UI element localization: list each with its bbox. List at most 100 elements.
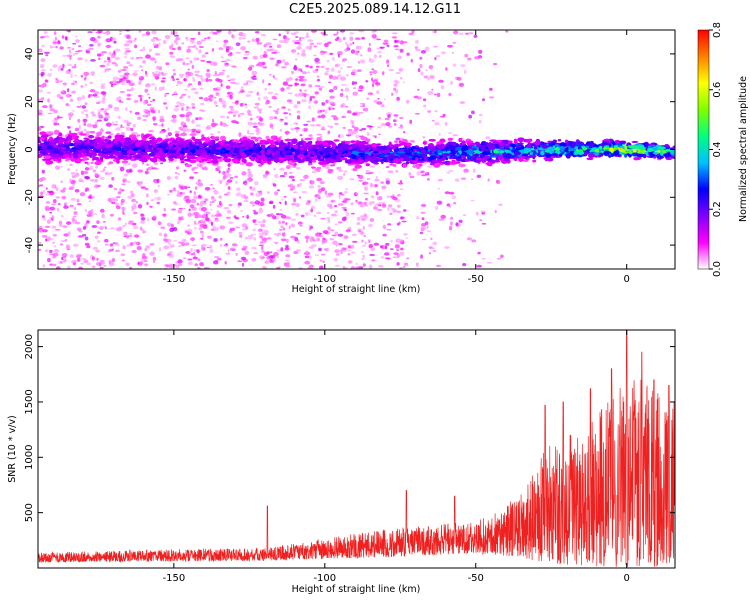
spectrogram-cell <box>421 174 427 177</box>
spectrogram-cell <box>159 118 165 123</box>
spectrogram-cell <box>191 106 196 109</box>
spectrogram-cell <box>309 42 315 45</box>
spectrogram-cell <box>222 122 227 127</box>
spectrogram-cell <box>94 39 98 44</box>
spectrogram-cell <box>327 226 331 231</box>
spectrogram-cell <box>165 134 169 138</box>
spectrogram-cell <box>341 116 346 118</box>
spectrogram-cell <box>586 157 594 161</box>
spectrogram-cell <box>137 204 143 209</box>
spectrogram-cell <box>124 56 127 59</box>
spectrogram-cell <box>350 251 356 254</box>
spectrogram-cell <box>420 211 426 214</box>
spectrogram-cell <box>44 249 49 253</box>
spectrogram-cell <box>234 175 239 179</box>
spectrogram-cell <box>504 139 509 145</box>
spectrogram-cell <box>395 169 399 173</box>
spectrogram-cell <box>258 64 264 68</box>
spectrogram-cell <box>296 39 302 42</box>
spectrogram-cell <box>334 205 338 208</box>
spectrogram-cell <box>279 128 283 132</box>
spectrogram-cell <box>311 30 317 33</box>
spectrogram-cell <box>242 33 247 37</box>
spectrogram-cell <box>173 40 178 43</box>
spectrogram-cell <box>149 157 157 162</box>
spectrogram-cell <box>187 258 193 261</box>
spectrogram-cell <box>127 234 133 238</box>
spectrogram-cell <box>47 237 52 241</box>
spectrogram-cell <box>463 168 469 173</box>
spectrogram-cell <box>445 67 448 71</box>
spectrogram-cell <box>206 161 212 164</box>
spectrogram-cell <box>189 133 197 137</box>
spectrogram-cell <box>117 115 121 120</box>
spectrogram-cell <box>347 128 353 132</box>
spectrogram-cell <box>371 83 375 88</box>
spectrogram-cell <box>162 39 167 45</box>
spectrogram-cell <box>460 64 466 68</box>
spectrogram-cell <box>112 37 117 41</box>
spectrogram-cell <box>276 255 280 259</box>
spectrogram-cell <box>151 167 157 170</box>
spectrogram-cell <box>84 167 90 171</box>
spectrogram-cell <box>169 55 175 58</box>
spectrogram-cell <box>274 173 279 179</box>
spectrogram-cell <box>408 172 412 176</box>
spectrogram-cell <box>247 109 251 115</box>
spectrogram-cell <box>284 30 291 33</box>
spectrogram-cell <box>39 131 47 136</box>
spectrogram-cell <box>169 51 174 55</box>
spectrogram-cell <box>229 227 236 231</box>
spectrogram-cell <box>75 35 78 38</box>
spectrogram-cell <box>371 70 378 74</box>
spectrogram-cell <box>349 178 355 181</box>
spectrogram-cell <box>226 170 230 174</box>
spectrogram-cell <box>348 131 354 136</box>
spectrogram-cell <box>216 159 224 162</box>
spectrogram-cell <box>43 217 46 221</box>
spectrogram-cell <box>436 141 443 145</box>
spectrogram-cell <box>270 135 277 140</box>
spectrogram-cell <box>201 233 205 238</box>
spectrogram-cell <box>268 105 272 109</box>
spectrogram-cell <box>208 32 213 34</box>
spectrogram-cell <box>163 102 167 105</box>
spectrogram-cell <box>115 63 118 67</box>
spectrogram-cell <box>125 76 130 79</box>
spectrogram-cell <box>169 45 174 50</box>
spectrogram-cell <box>132 137 138 141</box>
spectrogram-cell <box>330 199 336 203</box>
spectrogram-cell <box>113 50 116 55</box>
spectrogram-cell <box>92 169 97 173</box>
spectrogram-cell <box>193 44 197 49</box>
spectrogram-cell <box>181 121 184 126</box>
spectrogram-cell <box>382 233 387 237</box>
spectrogram-cell <box>210 133 214 136</box>
spectrogram-cell <box>420 71 424 76</box>
spectrogram-cell <box>336 166 342 170</box>
spectrogram-cell <box>315 124 321 127</box>
spectrogram-cell <box>364 138 371 143</box>
spectrogram-cell <box>153 144 158 148</box>
spectrogram-cell <box>387 114 391 118</box>
spectrogram-cell <box>226 74 230 78</box>
spectrogram-cell <box>95 165 99 169</box>
spectrogram-cell <box>438 79 444 83</box>
spectrogram-cell <box>164 93 167 98</box>
spectrogram-cell <box>299 179 306 181</box>
spectrogram-cell <box>316 136 322 142</box>
spectrogram-cell <box>53 109 58 112</box>
spectrogram-cell <box>47 98 50 103</box>
spectrogram-cell <box>140 213 145 217</box>
spectrogram-cell <box>123 119 129 123</box>
spectrogram-cell <box>272 109 279 112</box>
spectrogram-cell <box>368 244 374 249</box>
spectrogram-cell <box>204 52 209 55</box>
spectrogram-cell <box>383 39 389 43</box>
spectrogram-cell <box>68 64 73 66</box>
spectrogram-cell <box>279 167 285 171</box>
spectrogram-cell <box>134 111 140 115</box>
spectrogram-cell <box>308 100 311 104</box>
spectrogram-cell <box>225 252 231 255</box>
spectrogram-cell <box>296 46 302 50</box>
